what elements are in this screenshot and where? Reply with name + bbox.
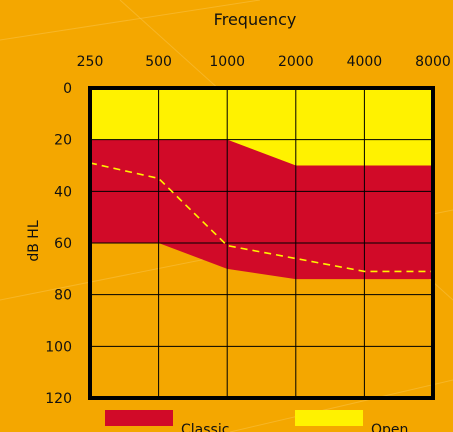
y-tick-label-100: 100: [45, 339, 72, 355]
legend-label-open: Open: [371, 422, 408, 432]
bg-line-4: [229, 379, 453, 432]
x-tick-label-4000: 4000: [347, 54, 383, 70]
y-tick-label-40: 40: [54, 184, 72, 200]
y-axis-label: dB HL: [26, 220, 42, 261]
y-tick-label-20: 20: [54, 133, 72, 149]
y-tick-label-60: 60: [54, 236, 72, 252]
plot-frame: [88, 86, 435, 400]
bands-layer: [90, 88, 433, 280]
y-tick-label-80: 80: [54, 288, 72, 304]
x-tick-labels: 250 500 1000 2000 4000 8000: [77, 54, 451, 70]
band-classic: [90, 139, 433, 280]
legend-swatch-open: [295, 410, 363, 426]
x-tick-label-500: 500: [145, 54, 172, 70]
x-tick-label-1000: 1000: [209, 54, 245, 70]
y-tick-label-0: 0: [63, 81, 72, 97]
legend: Classic Open: [105, 410, 408, 432]
x-tick-label-2000: 2000: [278, 54, 314, 70]
legend-label-classic: Classic: [181, 422, 229, 432]
band-open: [90, 88, 433, 166]
dashed-threshold-line: [89, 162, 433, 273]
dashed-line-layer: [89, 162, 433, 273]
x-tick-label-8000: 8000: [415, 54, 451, 70]
chart-title: Frequency: [214, 10, 297, 29]
y-tick-labels: 0 20 40 60 80 100 120: [45, 81, 72, 407]
y-tick-label-120: 120: [45, 391, 72, 407]
bg-line-3: [0, 0, 261, 41]
legend-swatch-classic: [105, 410, 173, 426]
x-tick-label-250: 250: [77, 54, 104, 70]
